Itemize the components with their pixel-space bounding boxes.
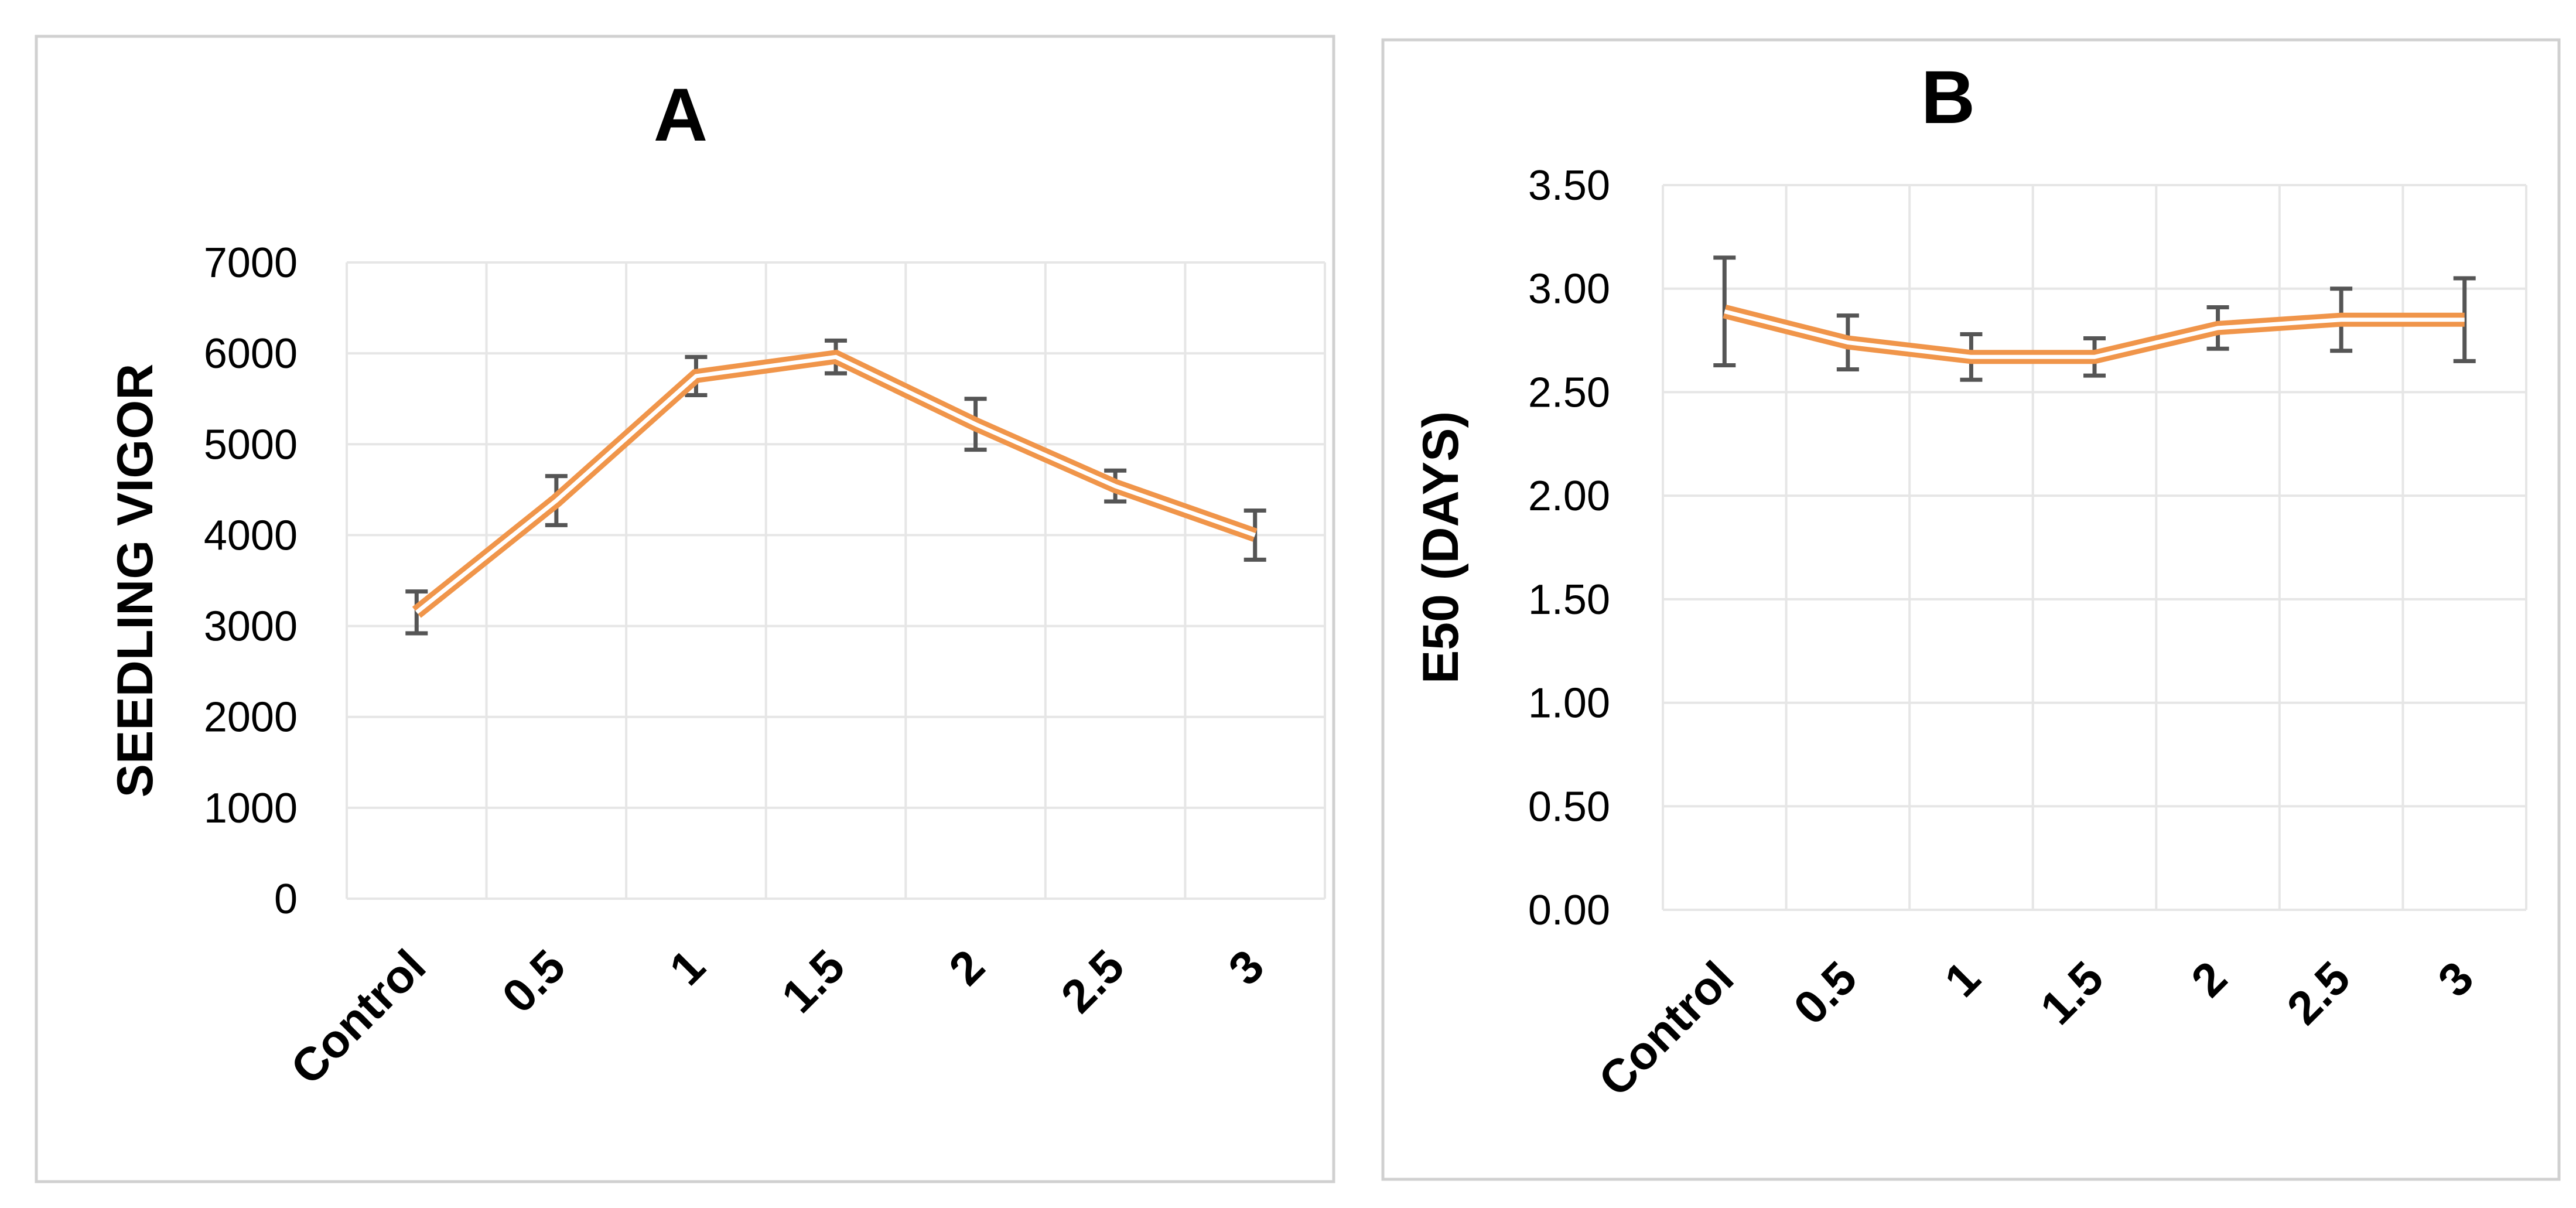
y-tick-label: 1.50 (1528, 576, 1610, 623)
data-point (2339, 318, 2343, 322)
series-line-highlight (415, 354, 1256, 615)
y-tick-label: 3.50 (1528, 162, 1610, 209)
y-tick-label: 1.00 (1528, 680, 1610, 727)
y-tick-label: 2.00 (1528, 473, 1610, 520)
y-tick-label: 5000 (204, 421, 298, 468)
data-point (415, 610, 418, 614)
chart-panel-b: B 0.00 0.50 1.00 1.50 2.00 2.50 3.00 3.50 E50 (DA… (1347, 0, 2576, 1208)
chart-title: B (1921, 56, 1975, 139)
y-tick-label: 3.00 (1528, 266, 1610, 313)
y-tick-label: 4000 (204, 512, 298, 559)
data-point (1253, 533, 1257, 537)
y-tick-label: 2000 (204, 694, 298, 741)
y-tick-label: 0 (274, 876, 298, 923)
y-tick-label: 3000 (204, 603, 298, 650)
data-point (555, 499, 558, 502)
data-point (834, 355, 838, 359)
data-point (2216, 326, 2220, 330)
chart-frame (1381, 38, 2561, 1181)
data-point (1113, 484, 1117, 488)
series-line-highlight (1724, 309, 2465, 359)
y-axis-label: E50 (DAYS) (1413, 411, 1469, 684)
data-point (1723, 310, 1726, 313)
data-point (2463, 318, 2466, 322)
chart-title: A (654, 73, 708, 157)
y-axis-label: SEEDLING VIGOR (107, 364, 163, 798)
chart-a-svg: A 0 1000 2000 3000 4000 5000 6000 7000 SEEDLING V… (35, 35, 1335, 1183)
data-point (2093, 355, 2096, 359)
data-point (694, 374, 698, 378)
chart-b-svg: B 0.00 0.50 1.00 1.50 2.00 2.50 3.00 3.50 E50 (DA… (1381, 38, 2561, 1181)
chart-panel-a: A 0 1000 2000 3000 4000 5000 6000 7000 SEEDLING V… (35, 35, 1335, 1183)
data-point (1846, 341, 1850, 344)
y-tick-label: 6000 (204, 330, 298, 377)
chart-frame (35, 35, 1335, 1183)
y-tick-label: 0.00 (1528, 887, 1610, 934)
y-tick-label: 7000 (204, 240, 298, 286)
y-tick-label: 0.50 (1528, 783, 1610, 830)
data-point (1969, 355, 1973, 359)
y-tick-label: 2.50 (1528, 369, 1610, 416)
data-point (974, 422, 978, 426)
y-tick-label: 1000 (204, 785, 298, 832)
